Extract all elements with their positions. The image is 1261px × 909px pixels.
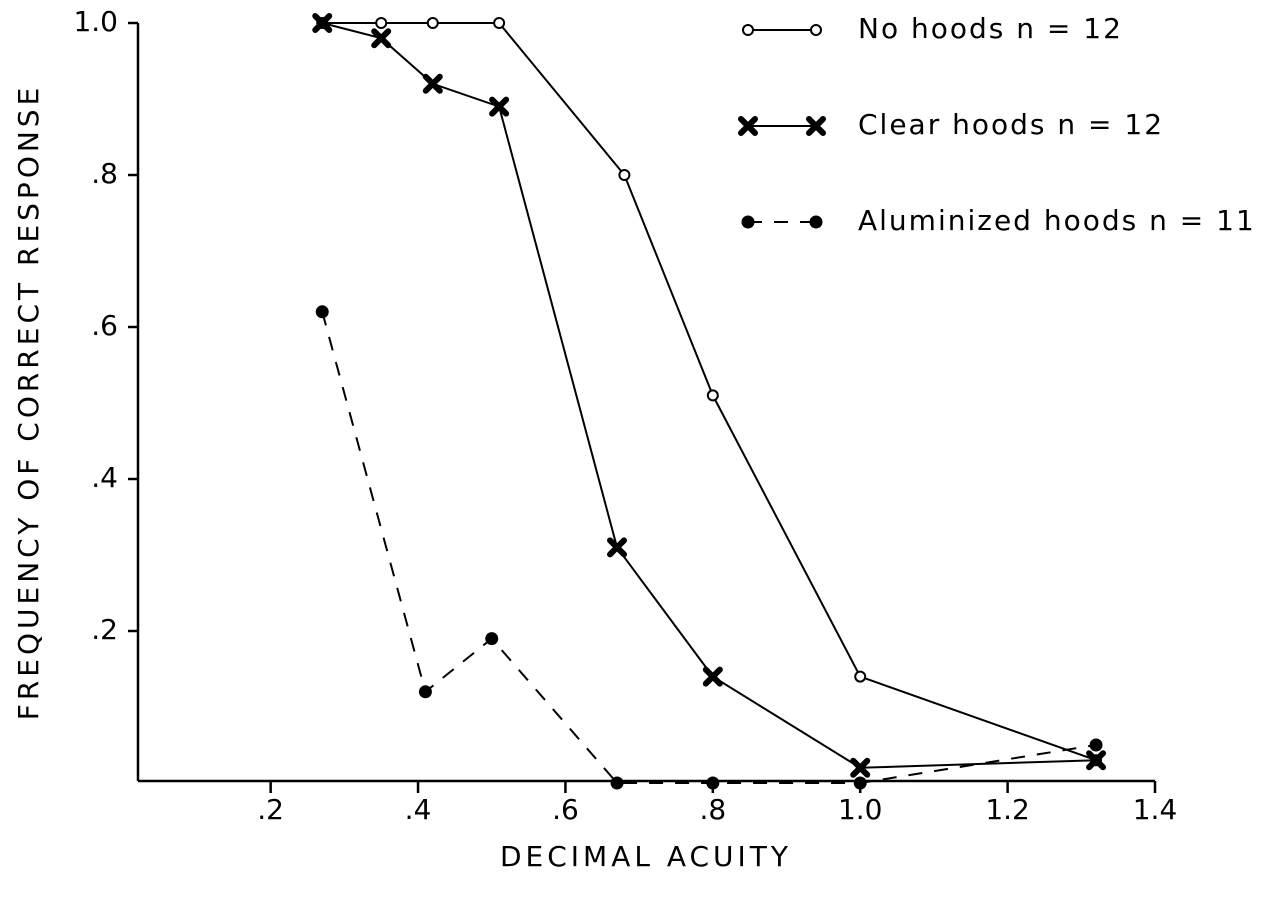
x-tick-label: .8 [699,793,726,826]
x-tick-label: .2 [257,793,284,826]
series-line [322,22,1097,762]
marker [375,17,388,29]
marker [853,776,867,790]
marker [618,169,631,181]
x-tick-label: .6 [552,793,579,826]
marker [312,13,333,33]
x-tick-label: 1.0 [838,793,883,826]
x-tick-label: 1.2 [985,793,1030,826]
marker [610,776,624,790]
marker [422,73,443,94]
marker [1086,750,1107,771]
y-tick-label: .8 [91,157,118,190]
y-tick-label: 1.0 [73,5,118,38]
legend-marker [806,116,826,136]
series-line [321,311,1097,784]
legend-marker [810,24,822,36]
x-tick-label: 1.4 [1133,793,1178,826]
marker [418,685,432,699]
marker [702,666,723,687]
y-axis-label: FREQUENCY OF CORRECT RESPONSE [12,84,45,721]
marker [607,537,628,558]
legend-marker [738,116,758,136]
y-tick-label: .4 [91,461,118,494]
legend-label: Clear hoods n = 12 [858,108,1164,141]
y-tick-label: .2 [91,613,118,646]
marker [485,632,499,646]
marker [706,776,720,790]
legend-marker [809,215,823,229]
marker [854,670,867,683]
x-axis-label: DECIMAL ACUITY [500,840,792,873]
marker [1089,738,1103,752]
x-tick-label: .4 [405,793,432,826]
legend-label: No hoods n = 12 [858,12,1123,45]
marker [489,96,510,117]
marker [371,28,392,49]
marker [315,305,329,319]
legend-marker [742,24,754,36]
legend-marker [741,215,755,229]
marker [493,17,506,29]
legend-label: Aluminized hoods n = 11 [858,204,1256,237]
marker [426,17,439,29]
marker [850,757,871,778]
marker [706,389,719,402]
y-tick-label: .6 [91,309,118,342]
